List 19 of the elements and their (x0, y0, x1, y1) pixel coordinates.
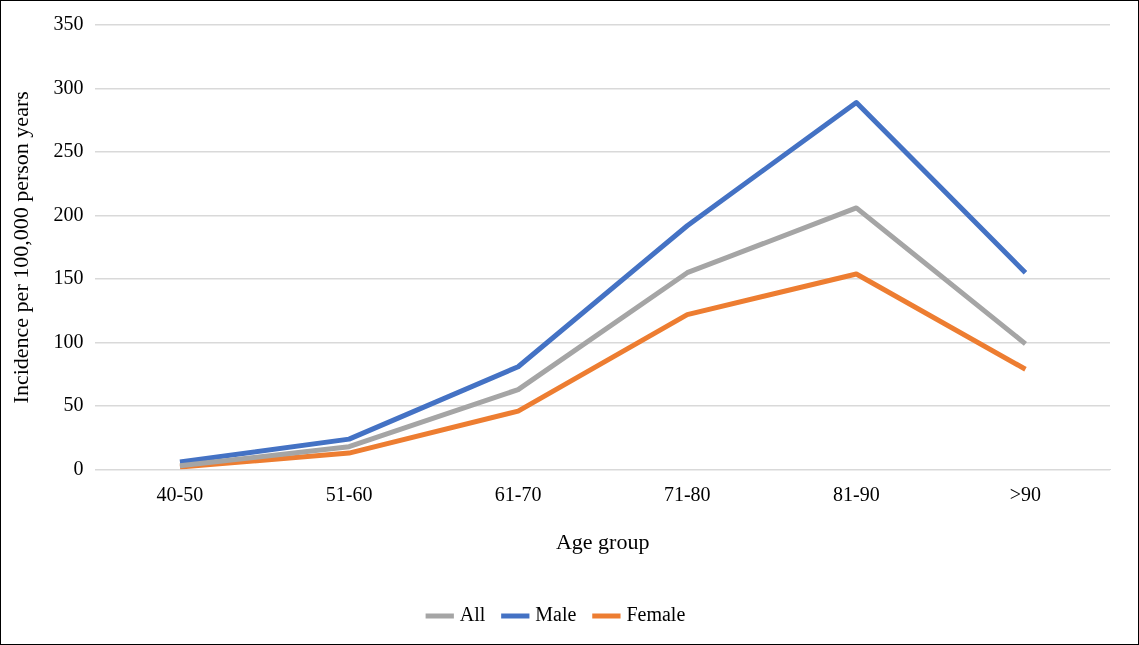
x-tick-label: 40-50 (156, 482, 204, 505)
y-tick-label: 300 (53, 75, 84, 98)
y-tick-label: 100 (53, 329, 84, 352)
y-tick-label: 0 (73, 456, 84, 479)
y-tick-label: 150 (53, 266, 84, 289)
x-tick-label: >90 (1009, 482, 1042, 505)
x-axis-title: Age group (555, 528, 650, 554)
y-axis-title: Incidence per 100,000 person years (7, 91, 33, 404)
x-tick-label: 81-90 (833, 482, 880, 505)
y-tick-label: 50 (63, 393, 84, 416)
x-tick-label: 71-80 (663, 482, 711, 505)
legend-label: All (459, 603, 486, 626)
x-tick-label: 51-60 (325, 482, 373, 505)
legend-label: Female (626, 603, 686, 626)
y-tick-label: 250 (53, 139, 84, 162)
y-tick-label: 350 (53, 12, 84, 35)
legend-label: Male (535, 603, 577, 626)
y-tick-label: 200 (53, 202, 84, 225)
x-tick-label: 61-70 (494, 482, 542, 505)
